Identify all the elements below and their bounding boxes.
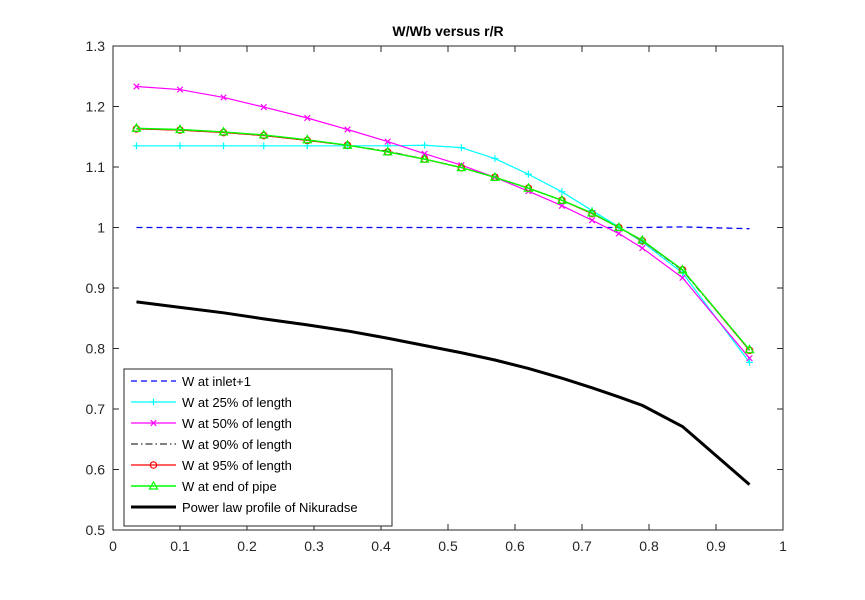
series-6 <box>131 122 755 354</box>
legend-marker <box>150 419 157 427</box>
x-tick-label: 0.1 <box>170 538 190 554</box>
legend-label: W at 25% of length <box>182 395 292 410</box>
legend-label: W at end of pipe <box>182 479 277 494</box>
data-point <box>587 207 598 217</box>
legend-marker <box>148 480 159 490</box>
series-1 <box>136 226 750 230</box>
x-tick-label: 0.8 <box>639 538 659 554</box>
x-tick-label: 0.9 <box>706 538 726 554</box>
data-point <box>639 244 646 252</box>
data-point <box>384 138 391 145</box>
y-tick-label: 1 <box>97 220 105 236</box>
legend-entry: W at 95% of length <box>131 458 292 473</box>
legend-label: W at 50% of length <box>182 416 292 431</box>
y-tick-label: 0.9 <box>86 280 106 296</box>
data-point <box>260 103 267 111</box>
data-point <box>174 124 186 134</box>
chart-title: W/Wb versus r/R <box>392 23 503 39</box>
data-point <box>637 234 648 244</box>
data-point <box>556 194 567 204</box>
x-tick-label: 0.5 <box>438 538 458 554</box>
data-point <box>679 274 686 281</box>
legend-box <box>123 368 393 527</box>
data-point <box>489 171 500 181</box>
series-7 <box>136 300 751 486</box>
data-point <box>133 83 140 90</box>
x-tick-label: 0.7 <box>572 538 592 554</box>
legend-label: W at 90% of length <box>182 437 292 452</box>
data-point <box>491 155 499 163</box>
data-point <box>457 144 465 152</box>
y-tick-label: 0.6 <box>86 462 106 478</box>
x-tick-label: 0 <box>109 538 117 554</box>
data-point <box>220 142 228 150</box>
y-tick-label: 1.2 <box>86 99 106 115</box>
legend-entry: W at inlet+1 <box>131 374 251 389</box>
data-point <box>260 142 268 150</box>
data-point <box>523 182 534 192</box>
y-tick-label: 1.1 <box>86 159 106 175</box>
y-tick-label: 0.5 <box>86 522 106 538</box>
data-point <box>132 142 140 150</box>
legend-label: W at inlet+1 <box>182 374 251 389</box>
legend-label: Power law profile of Nikuradse <box>182 500 358 515</box>
data-point <box>677 264 688 274</box>
data-point <box>344 126 351 133</box>
data-point <box>304 114 311 122</box>
data-point <box>746 358 753 366</box>
x-tick-label: 0.4 <box>371 538 391 554</box>
data-point <box>131 122 142 132</box>
series-line <box>136 300 751 486</box>
x-tick-label: 0.3 <box>304 538 324 554</box>
data-point <box>744 344 755 354</box>
y-tick-label: 0.7 <box>86 401 106 417</box>
x-tick-label: 1 <box>779 538 787 554</box>
legend-entry: W at 90% of length <box>131 437 292 452</box>
series-line <box>136 226 750 230</box>
legend-marker <box>149 461 158 469</box>
data-point <box>421 150 428 157</box>
data-point <box>558 188 566 196</box>
data-point <box>456 162 467 172</box>
series-layer <box>131 83 755 486</box>
y-tick-label: 0.8 <box>86 341 106 357</box>
data-point <box>382 146 393 156</box>
data-point <box>302 134 313 144</box>
legend: W at inlet+1 W at 25% of length W at 50% o… <box>123 368 393 527</box>
data-point <box>258 129 269 139</box>
x-tick-label: 0.6 <box>505 538 525 554</box>
legend-label: W at 95% of length <box>182 458 292 473</box>
data-point <box>421 141 429 149</box>
legend-entry: W at 25% of length <box>131 395 292 410</box>
data-point <box>588 217 596 224</box>
data-point <box>220 94 227 101</box>
data-point <box>342 139 353 149</box>
legend-entry: W at 50% of length <box>131 416 292 431</box>
data-point <box>218 126 229 136</box>
data-point <box>524 170 532 178</box>
data-point <box>613 222 624 232</box>
data-point <box>419 153 430 163</box>
x-tick-label: 0.2 <box>237 538 257 554</box>
legend-entry: Power law profile of Nikuradse <box>131 500 358 515</box>
series-line <box>136 127 751 351</box>
data-point <box>615 230 623 237</box>
data-point <box>176 86 184 93</box>
legend-entry: W at end of pipe <box>131 479 277 494</box>
legend-marker <box>150 398 157 406</box>
data-point <box>176 142 184 150</box>
data-point <box>746 354 753 362</box>
y-tick-label: 1.3 <box>86 38 106 54</box>
axes-layer: 0 0.1 0.2 0.3 0.4 0.5 0.6 0.7 0.8 0.9 1 0.5 0.6 0.7 0.… <box>86 38 788 554</box>
